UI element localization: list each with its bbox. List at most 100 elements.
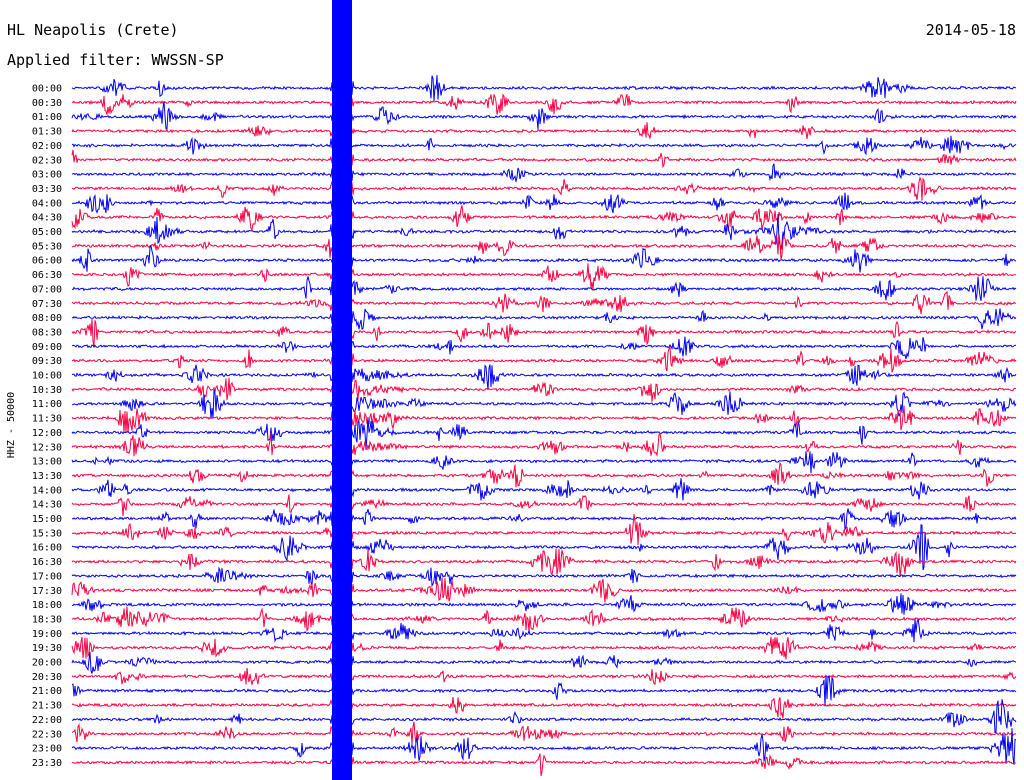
- row-label: 16:00: [32, 543, 62, 554]
- row-label: 01:00: [32, 112, 62, 123]
- filter-name: WWSSN-SP: [151, 51, 224, 69]
- seismic-trace-1100: [71, 389, 1017, 419]
- row-label: 06:00: [32, 256, 62, 267]
- seismic-trace-1530: [71, 513, 1017, 546]
- seismic-trace-1800: [71, 593, 1017, 615]
- row-label: 03:00: [32, 170, 62, 181]
- row-label: 02:00: [32, 141, 62, 152]
- plot-date: 2014-05-18: [925, 21, 1016, 39]
- seismic-trace-0930: [71, 345, 1017, 373]
- seismic-trace-0230: [71, 149, 1017, 169]
- row-label: 10:30: [32, 385, 62, 396]
- row-label: 09:30: [32, 356, 62, 367]
- seismic-trace-2100: [71, 674, 1017, 707]
- row-label: 19:30: [32, 643, 62, 654]
- seismic-trace-1200: [71, 417, 1017, 450]
- seismic-trace-2300: [71, 728, 1017, 765]
- row-label: 07:00: [32, 284, 62, 295]
- seismic-trace-1730: [71, 577, 1017, 603]
- seismic-trace-1600: [71, 524, 1017, 571]
- seismic-trace-1130: [71, 405, 1017, 433]
- row-label: 09:00: [32, 342, 62, 353]
- row-label: 00:00: [32, 84, 62, 95]
- row-label: 20:00: [32, 658, 62, 669]
- row-label: 15:00: [32, 514, 62, 525]
- seismic-trace-1030: [71, 377, 1017, 402]
- row-label: 22:30: [32, 729, 62, 740]
- row-label: 17:30: [32, 586, 62, 597]
- seismic-trace-0000: [71, 75, 1016, 102]
- y-axis-label: HHZ - 50000: [6, 392, 17, 458]
- row-label: 15:30: [32, 528, 62, 539]
- filter-prefix: Applied filter:: [7, 51, 143, 69]
- seismic-trace-0800: [71, 308, 1017, 330]
- seismic-trace-1430: [71, 494, 1017, 517]
- seismic-trace-0600: [71, 244, 1017, 273]
- seismic-trace-1830: [71, 606, 1016, 633]
- seismic-trace-0900: [71, 336, 1017, 360]
- seismic-trace-1700: [71, 566, 1017, 588]
- row-label: 22:00: [32, 715, 62, 726]
- row-label-group: 00:00 00:30 01:00 01:30 02:00 02:30 03:00 03:30…: [32, 84, 62, 769]
- row-label: 14:30: [32, 500, 62, 511]
- row-label: 23:30: [32, 758, 62, 769]
- row-label: 23:00: [32, 744, 62, 755]
- seismic-trace-1630: [71, 548, 1017, 577]
- row-label: 12:00: [32, 428, 62, 439]
- seismic-trace-1300: [71, 451, 1017, 474]
- row-label: 07:30: [32, 299, 62, 310]
- seismic-trace-2330: [71, 753, 1016, 777]
- seismic-trace-1500: [71, 508, 1017, 532]
- row-label: 04:30: [32, 213, 62, 224]
- row-label: 11:00: [32, 399, 62, 410]
- filter-label: Applied filter: WWSSN-SP: [7, 51, 224, 69]
- row-label: 05:30: [32, 241, 62, 252]
- row-label: 00:30: [32, 98, 62, 109]
- row-label: 13:00: [32, 457, 62, 468]
- row-label: 17:00: [32, 571, 62, 582]
- seismic-trace-0700: [71, 276, 1017, 301]
- seismic-trace-0330: [71, 176, 1017, 201]
- row-label: 06:30: [32, 270, 62, 281]
- seismic-trace-2230: [71, 721, 1017, 745]
- seismic-trace-0300: [71, 163, 1017, 182]
- row-label: 14:00: [32, 485, 62, 496]
- row-label: 08:30: [32, 327, 62, 338]
- seismic-trace-1230: [71, 432, 1017, 458]
- row-label: 01:30: [32, 127, 62, 138]
- seismic-trace-0200: [71, 135, 1017, 156]
- seismic-trace-1930: [71, 636, 1017, 660]
- seismic-trace-2200: [72, 699, 1017, 733]
- seismic-trace-1000: [71, 364, 1017, 391]
- seismic-trace-0500: [71, 213, 1017, 250]
- seismic-trace-0730: [71, 290, 1016, 315]
- row-label: 19:00: [32, 629, 62, 640]
- seismic-trace-0630: [71, 263, 1017, 290]
- seismic-trace-1900: [71, 618, 1017, 643]
- row-label: 03:30: [32, 184, 62, 195]
- row-label: 02:30: [32, 155, 62, 166]
- trace-group: [71, 0, 1017, 780]
- row-label: 18:00: [32, 600, 62, 611]
- seismic-trace-0530: [71, 233, 1017, 260]
- saturated-event: [332, 0, 352, 780]
- row-label: 10:00: [32, 371, 62, 382]
- seismic-trace-0030: [71, 93, 1017, 115]
- row-label: 08:00: [32, 313, 62, 324]
- seismic-trace-2130: [71, 696, 1017, 719]
- row-label: 13:30: [32, 471, 62, 482]
- seismic-trace-1330: [71, 462, 1017, 488]
- seismic-trace-1400: [71, 478, 1017, 501]
- seismic-trace-2030: [71, 667, 1017, 685]
- seismic-trace-0130: [71, 122, 1016, 140]
- row-label: 04:00: [32, 198, 62, 209]
- seismic-trace-0400: [71, 192, 1017, 214]
- seismic-trace-0430: [71, 205, 1017, 232]
- row-label: 11:30: [32, 414, 62, 425]
- row-label: 20:30: [32, 672, 62, 683]
- row-label: 12:30: [32, 442, 62, 453]
- row-label: 21:30: [32, 701, 62, 712]
- seismic-trace-0830: [71, 319, 1017, 347]
- seismic-trace-0100: [71, 101, 1017, 130]
